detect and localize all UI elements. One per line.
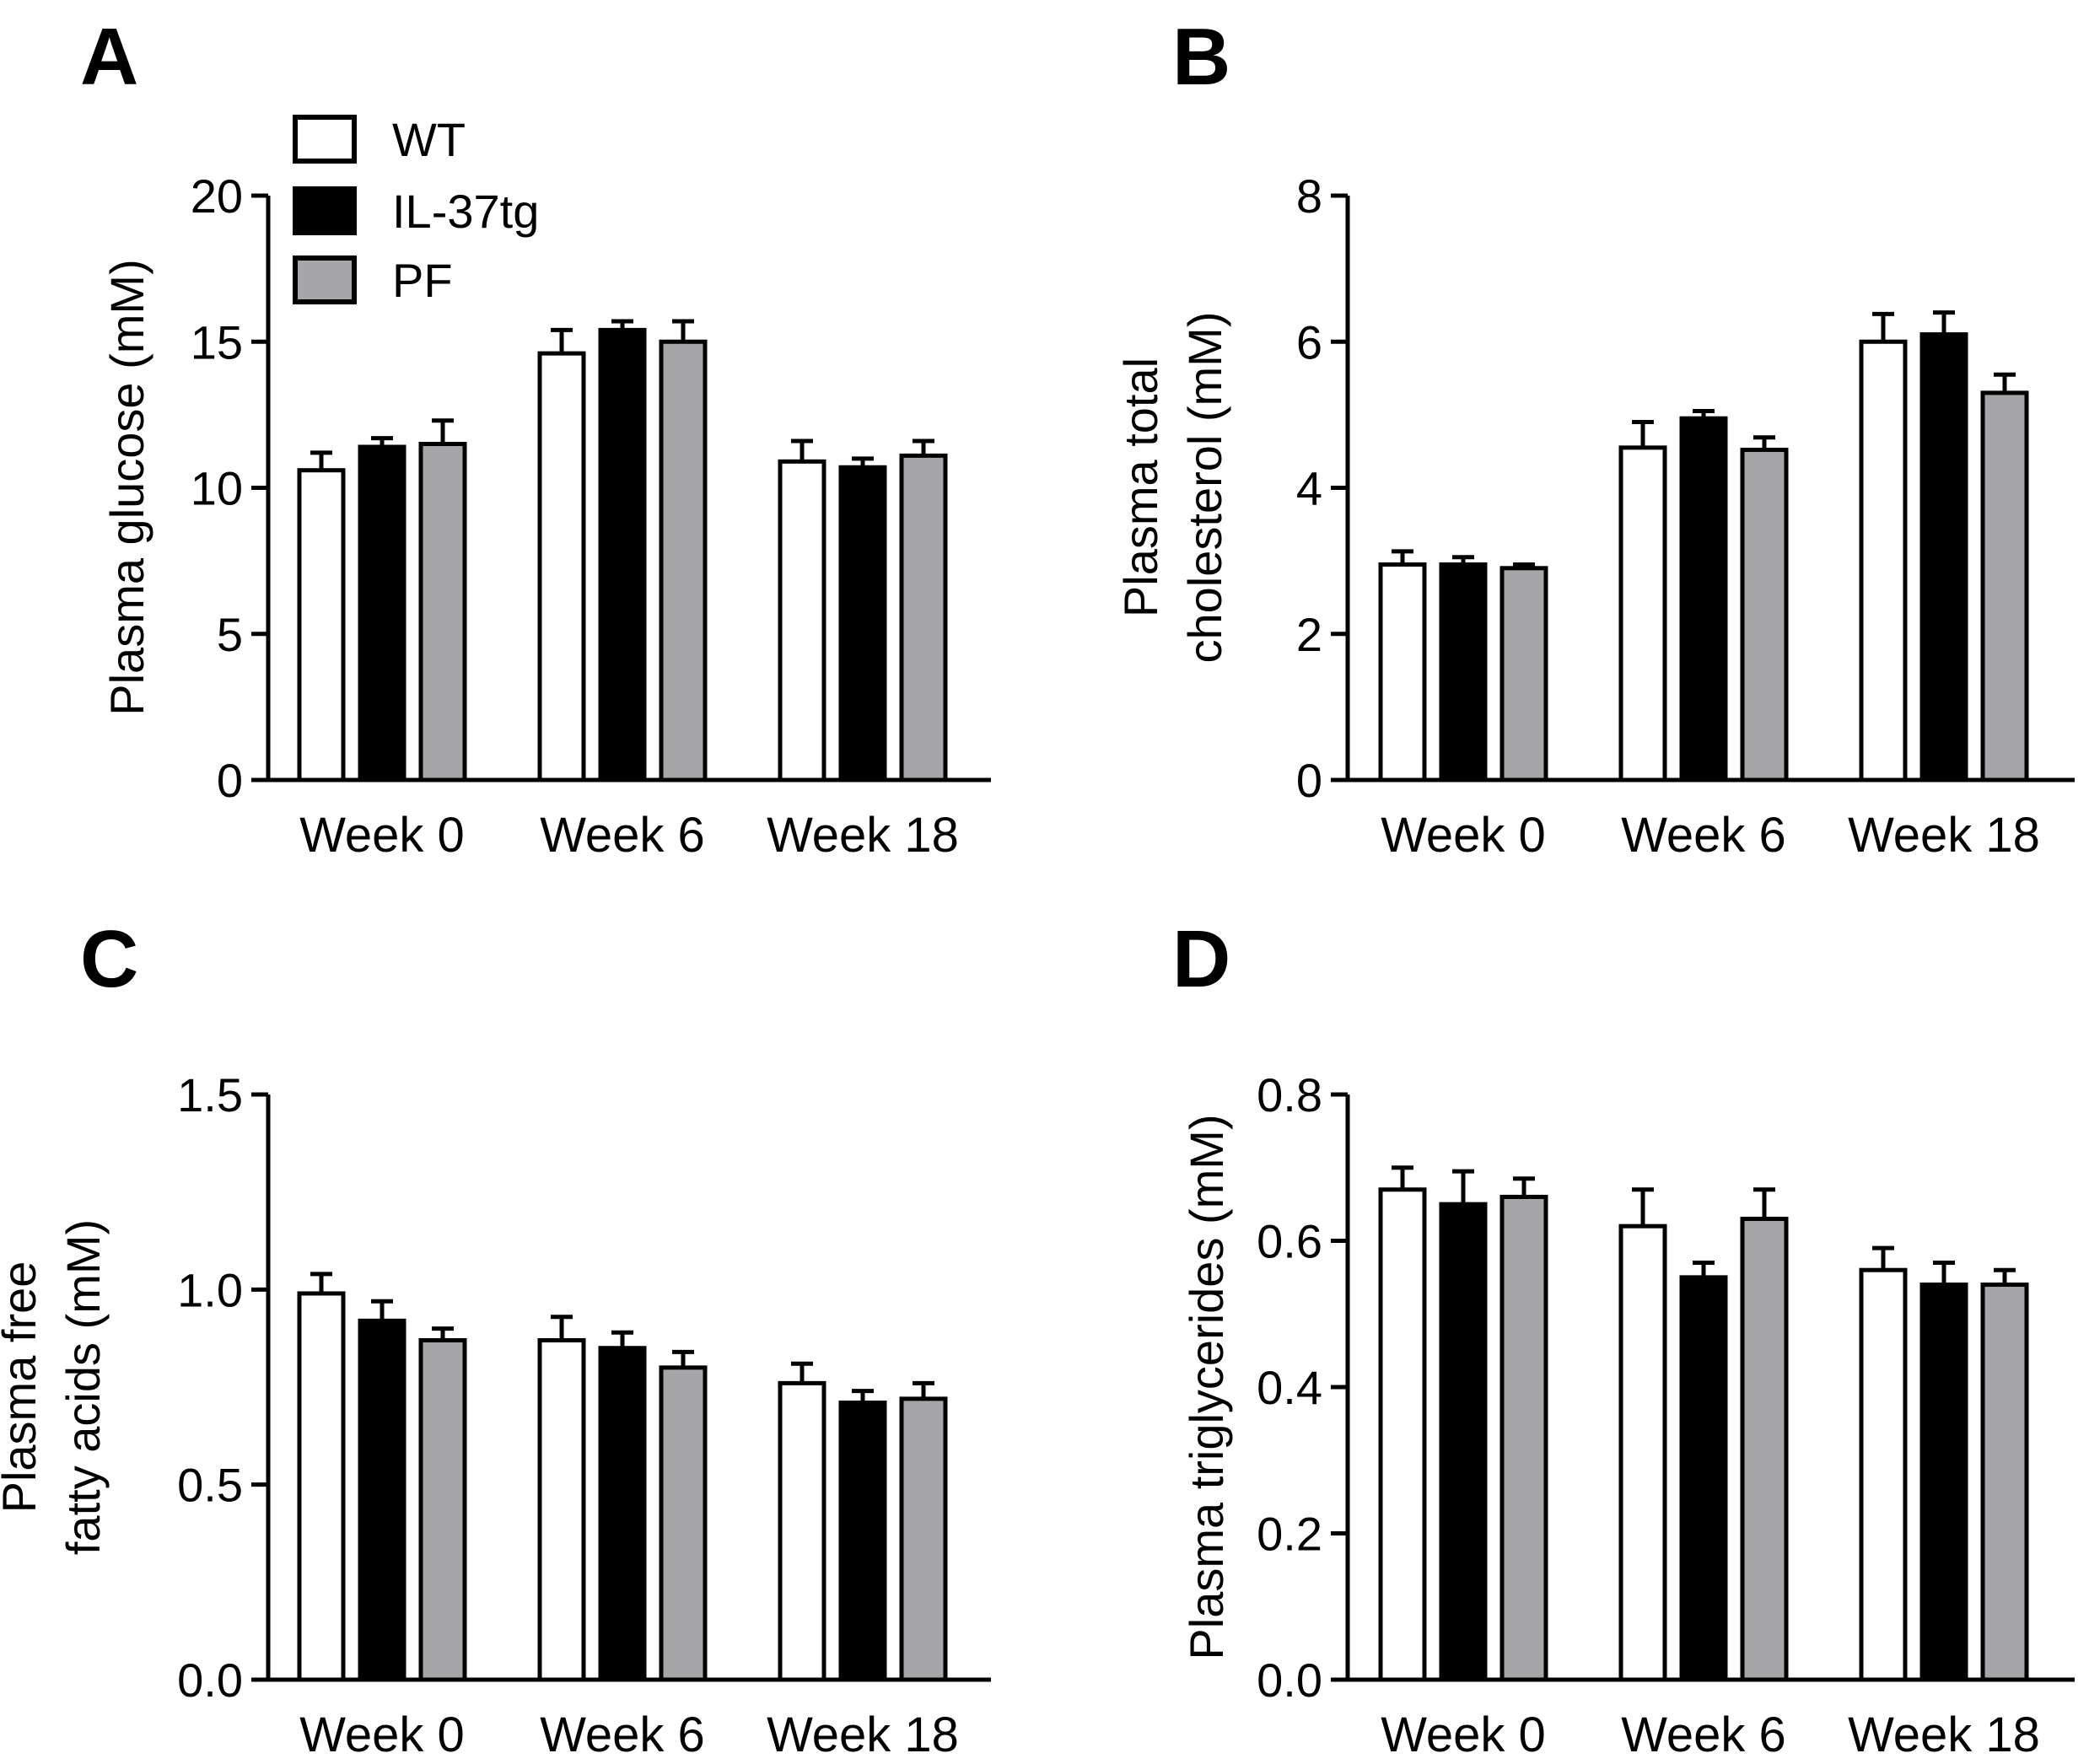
bar-wt [537,351,586,783]
panel-letter: C [80,914,138,1004]
y-tick-label: 0 [1296,754,1322,807]
legend-swatch [293,186,357,235]
legend: WT IL-37tg PF [293,113,539,307]
legend-label: PF [392,254,453,307]
bar-wt [1378,1187,1427,1682]
legend-label: IL-37tg [392,185,539,238]
bar-il-37tg [598,1346,647,1682]
y-tick-label: 1.0 [177,1263,243,1316]
bar-wt [778,459,826,783]
bar-pf [659,1365,708,1682]
legend-label: WT [392,113,466,166]
panel-letter: D [1172,914,1230,1004]
x-category-label: Week 6 [540,808,705,863]
bar-wt [297,1291,346,1682]
legend-swatch [293,255,357,304]
bar-wt [778,1380,826,1682]
bar-pf [1499,566,1548,783]
x-category-label: Week 0 [299,808,465,863]
bar-wt [537,1337,586,1682]
y-tick-label: 0.8 [1257,1068,1322,1121]
bar-il-37tg [1439,562,1488,783]
bar-wt [1378,562,1427,783]
y-tick-label: 20 [191,169,243,223]
y-axis-title-line: Plasma glucose (mM) [100,259,153,715]
bar-wt [1859,339,1908,783]
bar-il-37tg [598,327,647,783]
bar-pf [1499,1194,1548,1682]
x-category-label: Week 0 [299,1708,465,1762]
y-tick-label: 8 [1296,169,1322,223]
bar-il-37tg [1439,1202,1488,1682]
y-axis-title-line: Plasma total [1114,358,1167,617]
bar-pf [1740,447,1789,783]
y-tick-label: 4 [1296,462,1322,515]
bar-il-37tg [838,1401,887,1682]
bar-pf [418,442,467,783]
bar-il-37tg [1919,332,1968,783]
x-category-label: Week 18 [767,1708,959,1762]
x-category-label: Week 18 [1848,808,2040,863]
y-tick-label: 5 [217,608,243,661]
y-axis-title: Plasma free fatty acids (mM) [0,1219,110,1555]
bar-wt [1618,1224,1667,1682]
y-tick-label: 0.2 [1257,1508,1322,1561]
panel-letter: A [80,12,138,102]
y-tick-label: 10 [191,462,243,515]
y-tick-label: 0 [217,754,243,807]
bar-pf [1740,1216,1789,1682]
y-axis-title: Plasma total cholesterol (mM) [1114,312,1231,664]
y-axis-title: Plasma glucose (mM) [100,259,153,715]
bar-pf [1980,390,2029,783]
bar-pf [1980,1283,2029,1682]
y-tick-label: 0.6 [1257,1215,1322,1268]
x-category-label: Week 6 [1621,808,1786,863]
bar-il-37tg [1679,416,1728,783]
y-tick-label: 0.0 [177,1654,243,1707]
bar-pf [899,1396,948,1682]
y-axis-title-line: cholesterol (mM) [1178,312,1231,664]
bar-wt [1618,445,1667,783]
bar-pf [659,339,708,783]
y-tick-label: 6 [1296,315,1322,368]
bar-il-37tg [1919,1283,1968,1682]
chart-panel-a: A 0 5 10 15 20 Plasma glucose (mM) Week 0 Week 6… [80,12,991,863]
bar-il-37tg [358,1318,406,1682]
bar-il-37tg [358,444,406,783]
y-axis-title-line: Plasma triglycerides (mM) [1180,1114,1233,1659]
x-category-label: Week 0 [1381,1708,1546,1762]
y-axis-title: Plasma triglycerides (mM) [1180,1114,1233,1659]
y-tick-label: 0.4 [1257,1361,1322,1414]
bar-pf [899,453,948,783]
chart-panel-b: B 0 2 4 6 8 Plasma total cholesterol (mM) Week 0… [1114,12,2075,863]
bar-wt [1859,1267,1908,1682]
x-category-label: Week 0 [1381,808,1546,863]
bar-il-37tg [1679,1275,1728,1682]
x-category-label: Week 6 [540,1708,705,1762]
y-axis-title-line: Plasma free [0,1261,46,1514]
bar-il-37tg [838,465,887,783]
x-category-label: Week 6 [1621,1708,1786,1762]
bar-wt [297,468,346,783]
x-category-label: Week 18 [1848,1708,2040,1762]
y-tick-label: 15 [191,315,243,368]
y-axis-title-line: fatty acids (mM) [57,1219,110,1555]
y-tick-label: 0.0 [1257,1654,1322,1707]
chart-panel-d: D 0.0 0.2 0.4 0.6 0.8 Plasma triglycerides (mM… [1172,914,2075,1762]
chart-panel-c: C 0.0 0.5 1.0 1.5 Plasma free fatty acids (mM)… [0,914,991,1762]
panel-letter: B [1172,12,1230,102]
y-tick-label: 0.5 [177,1459,243,1512]
x-category-label: Week 18 [767,808,959,863]
bar-pf [418,1337,467,1682]
y-tick-label: 2 [1296,608,1322,661]
y-tick-label: 1.5 [177,1068,243,1121]
legend-swatch [293,115,357,164]
